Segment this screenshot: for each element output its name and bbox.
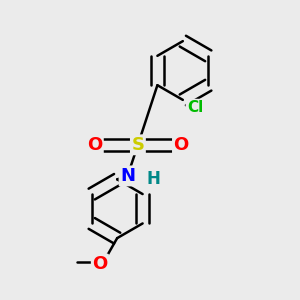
Text: O: O	[92, 255, 107, 273]
Text: S: S	[131, 136, 144, 154]
Text: O: O	[173, 136, 189, 154]
Text: N: N	[120, 167, 135, 185]
Text: Cl: Cl	[187, 100, 203, 115]
Text: O: O	[87, 136, 102, 154]
Text: H: H	[146, 170, 161, 188]
